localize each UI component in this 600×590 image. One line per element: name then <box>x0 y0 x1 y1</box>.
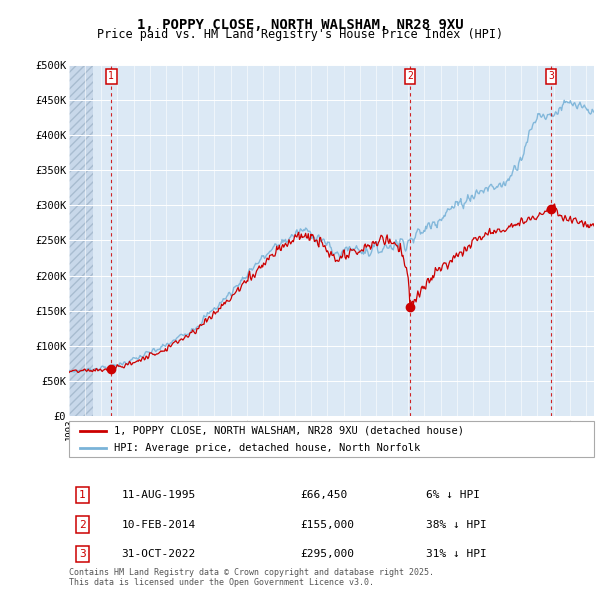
Text: 1, POPPY CLOSE, NORTH WALSHAM, NR28 9XU: 1, POPPY CLOSE, NORTH WALSHAM, NR28 9XU <box>137 18 463 32</box>
Text: 1: 1 <box>108 71 114 81</box>
Text: 3: 3 <box>79 549 86 559</box>
Text: 31% ↓ HPI: 31% ↓ HPI <box>426 549 487 559</box>
FancyBboxPatch shape <box>69 421 594 457</box>
Text: £295,000: £295,000 <box>300 549 354 559</box>
Text: 11-AUG-1995: 11-AUG-1995 <box>121 490 196 500</box>
Text: Contains HM Land Registry data © Crown copyright and database right 2025.
This d: Contains HM Land Registry data © Crown c… <box>69 568 434 587</box>
Text: 1, POPPY CLOSE, NORTH WALSHAM, NR28 9XU (detached house): 1, POPPY CLOSE, NORTH WALSHAM, NR28 9XU … <box>113 426 464 436</box>
Text: 6% ↓ HPI: 6% ↓ HPI <box>426 490 480 500</box>
Text: 1: 1 <box>79 490 86 500</box>
Text: 2: 2 <box>407 71 413 81</box>
Text: 31-OCT-2022: 31-OCT-2022 <box>121 549 196 559</box>
Text: 2: 2 <box>79 520 86 529</box>
Bar <box>69 65 93 416</box>
Text: £66,450: £66,450 <box>300 490 347 500</box>
Text: Price paid vs. HM Land Registry's House Price Index (HPI): Price paid vs. HM Land Registry's House … <box>97 28 503 41</box>
Text: 3: 3 <box>548 71 554 81</box>
Text: 10-FEB-2014: 10-FEB-2014 <box>121 520 196 529</box>
Text: £155,000: £155,000 <box>300 520 354 529</box>
Text: 38% ↓ HPI: 38% ↓ HPI <box>426 520 487 529</box>
Text: HPI: Average price, detached house, North Norfolk: HPI: Average price, detached house, Nort… <box>113 443 420 453</box>
